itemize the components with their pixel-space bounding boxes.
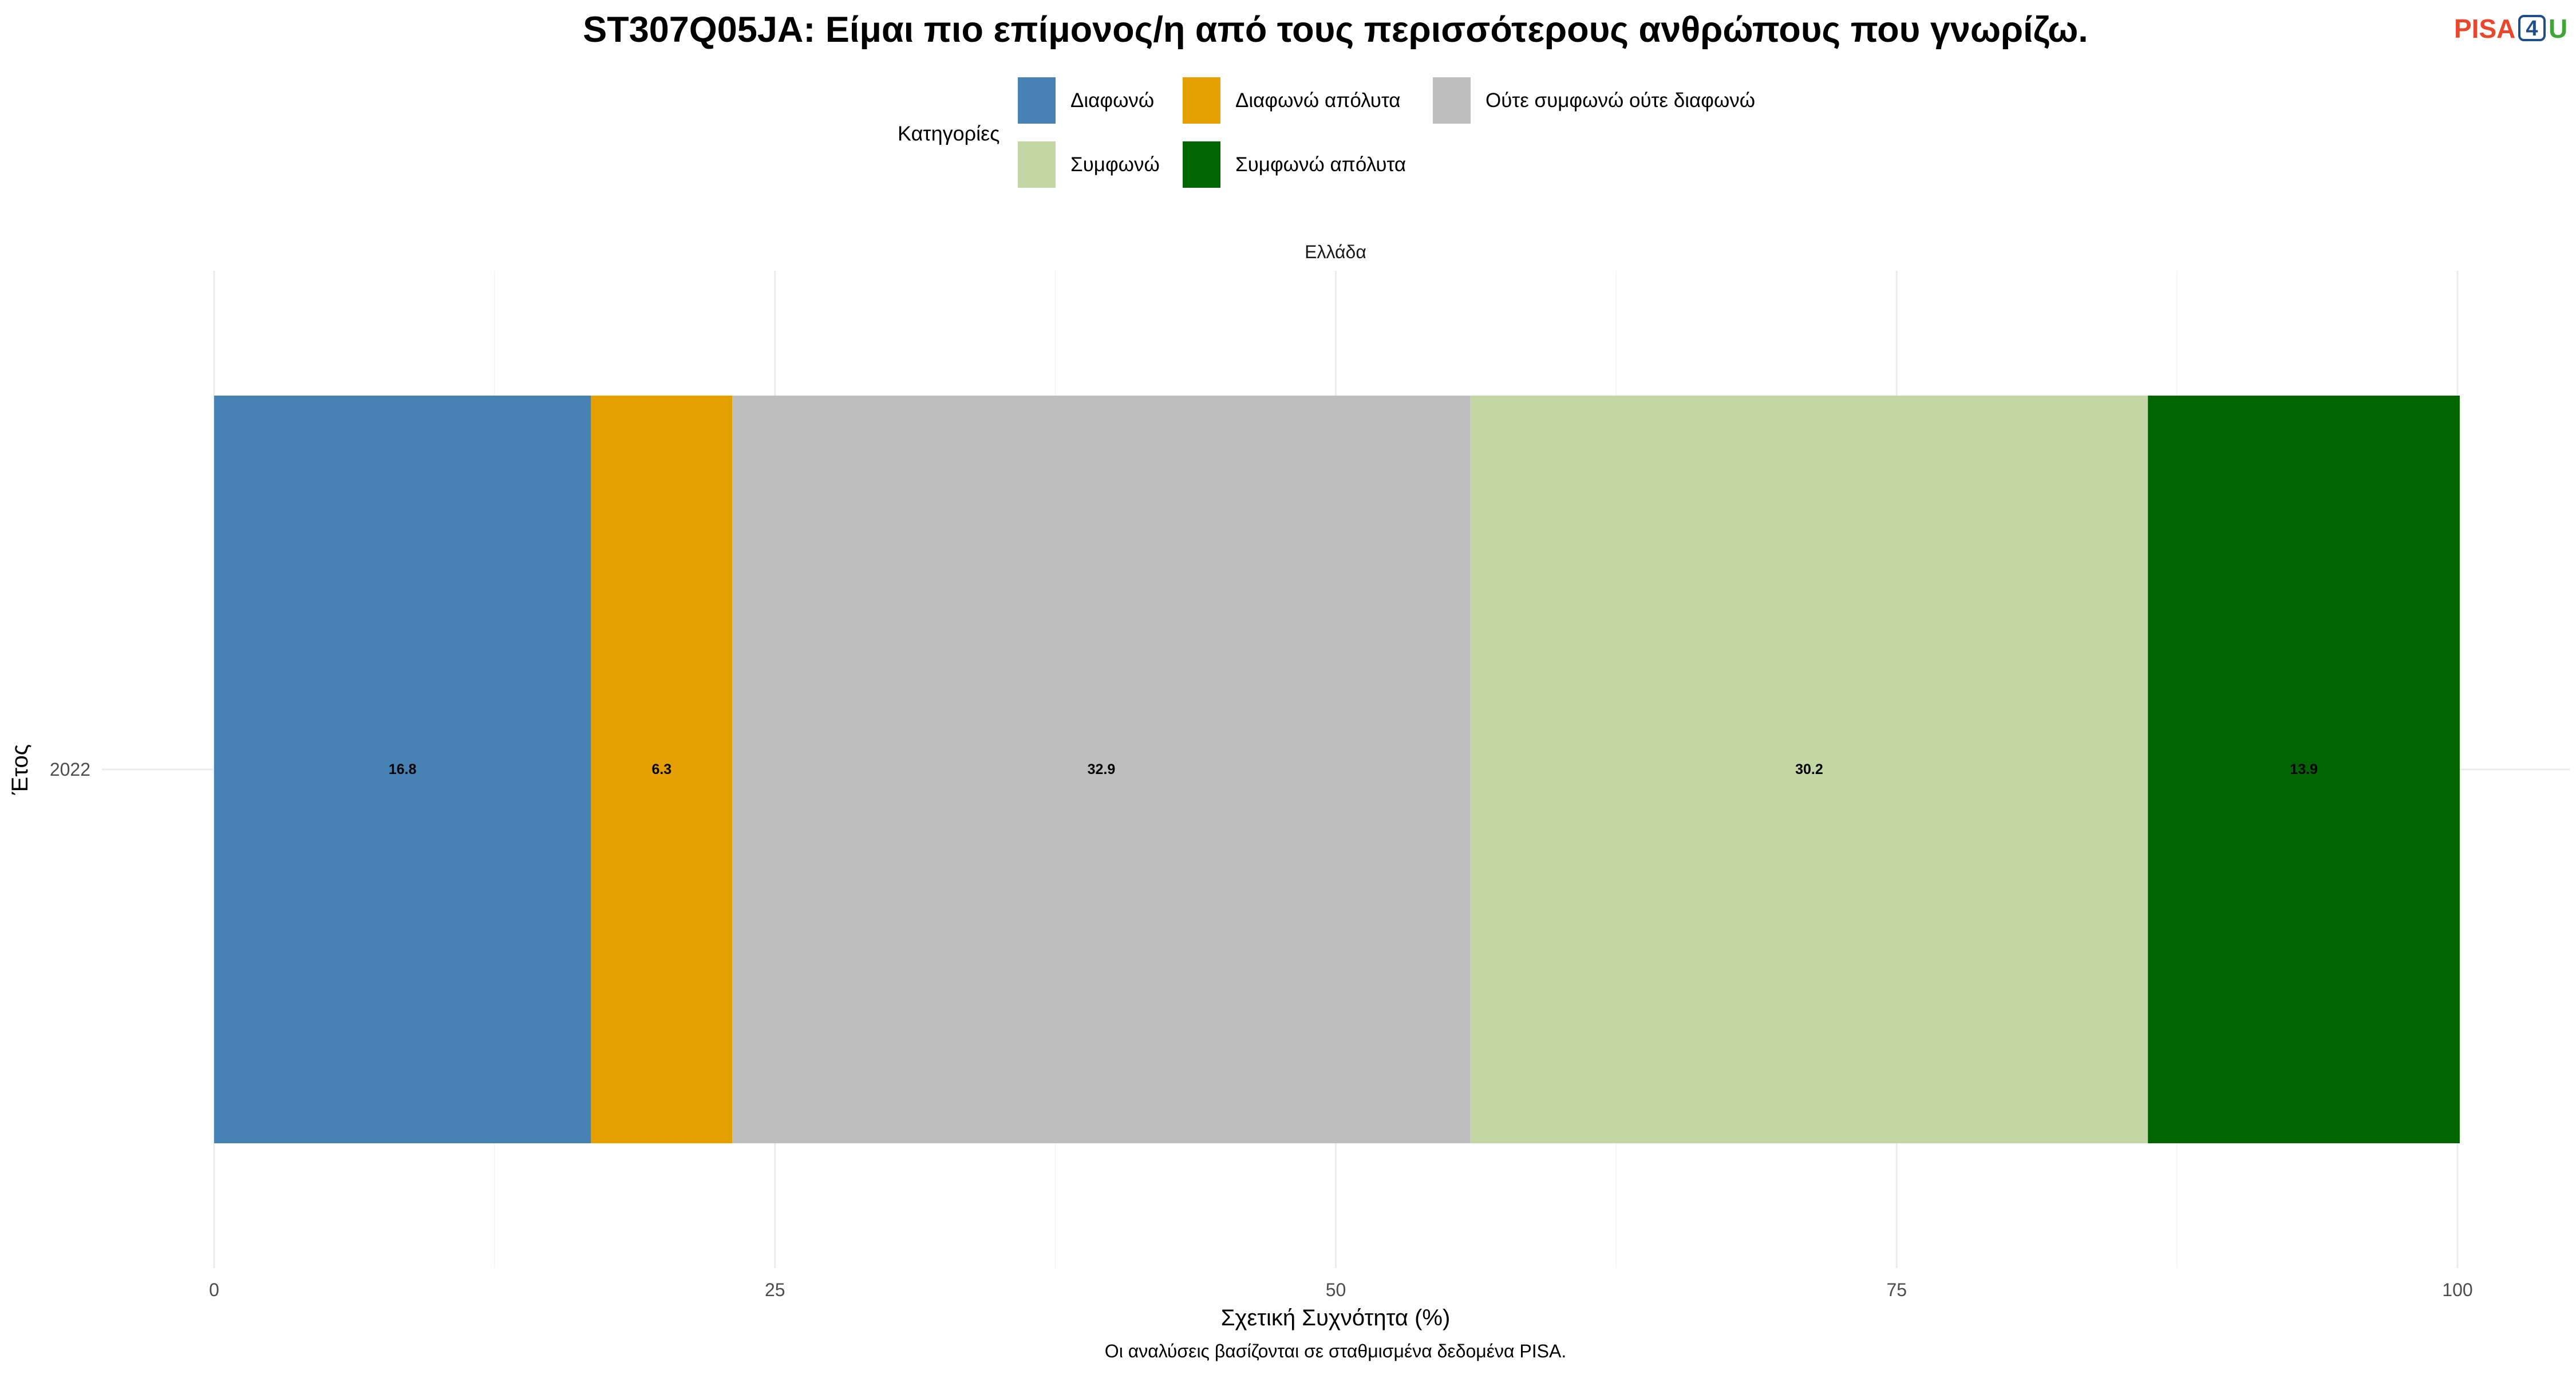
x-tick-label: 25 — [765, 1280, 785, 1300]
bar-value-label: 6.3 — [651, 761, 671, 777]
x-tick-label: 50 — [1326, 1280, 1346, 1300]
legend: Διαφωνώ Διαφωνώ απόλυτα Ούτε συμφωνώ ούτε … — [1018, 77, 1755, 188]
legend-item: Συμφωνώ απόλυτα — [1183, 141, 1406, 188]
legend-item: Διαφωνώ — [1018, 77, 1154, 124]
chart-title: ST307Q05JA: Είμαι πιο επίμονος/η από του… — [583, 10, 2088, 50]
bar-segment — [1470, 396, 2148, 1143]
bar-value-label: 13.9 — [2290, 761, 2318, 777]
bar-value-labels: 16.8 6.3 32.9 30.2 13.9 — [389, 761, 2318, 777]
plot-panel: 16.8 6.3 32.9 30.2 13.9 — [102, 271, 2570, 1268]
logo-u-text: U — [2549, 14, 2567, 44]
bar-value-label: 32.9 — [1088, 761, 1116, 777]
x-tick-label: 75 — [1886, 1280, 1907, 1300]
x-axis-ticks: 0 25 50 75 100 — [209, 1280, 2473, 1300]
legend-swatch — [1183, 141, 1220, 188]
legend-label: Διαφωνώ απόλυτα — [1235, 89, 1401, 112]
legend-swatch — [1018, 141, 1056, 188]
legend-label: Συμφωνώ — [1070, 153, 1160, 176]
legend-item: Διαφωνώ απόλυτα — [1183, 77, 1401, 124]
x-tick-label: 100 — [2442, 1280, 2472, 1300]
bar-segments — [214, 396, 2460, 1143]
legend-label: Ούτε συμφωνώ ούτε διαφωνώ — [1485, 89, 1755, 112]
legend-item: Ούτε συμφωνώ ούτε διαφωνώ — [1433, 77, 1755, 124]
logo-pisa-text: PISA — [2454, 14, 2515, 44]
legend-label: Συμφωνώ απόλυτα — [1235, 153, 1406, 176]
legend-item: Συμφωνώ — [1018, 141, 1160, 188]
legend-swatch — [1183, 77, 1220, 124]
bar-segment — [732, 396, 1471, 1143]
bar-segment — [214, 396, 591, 1143]
legend-swatch — [1018, 77, 1056, 124]
facet-label: Ελλάδα — [1305, 242, 1366, 262]
y-axis-title: Έτος — [7, 744, 33, 795]
y-tick-label: 2022 — [50, 759, 90, 780]
legend-label: Διαφωνώ — [1070, 89, 1154, 112]
logo-four-text: 4 — [2526, 17, 2538, 41]
caption: Οι αναλύσεις βασίζονται σε σταθμισμένα δ… — [1105, 1341, 1566, 1361]
bar-value-label: 16.8 — [389, 761, 417, 777]
pisa4u-logo: PISA 4 U — [2454, 14, 2567, 44]
bar-segment — [2148, 396, 2460, 1143]
logo-four-box — [2518, 15, 2546, 41]
bar-segment — [591, 396, 733, 1143]
x-axis-title: Σχετική Συχνότητα (%) — [1221, 1305, 1451, 1330]
x-tick-label: 0 — [209, 1280, 219, 1300]
bar-value-label: 30.2 — [1795, 761, 1823, 777]
legend-title: Κατηγορίες — [898, 122, 1000, 145]
legend-swatch — [1433, 77, 1471, 124]
